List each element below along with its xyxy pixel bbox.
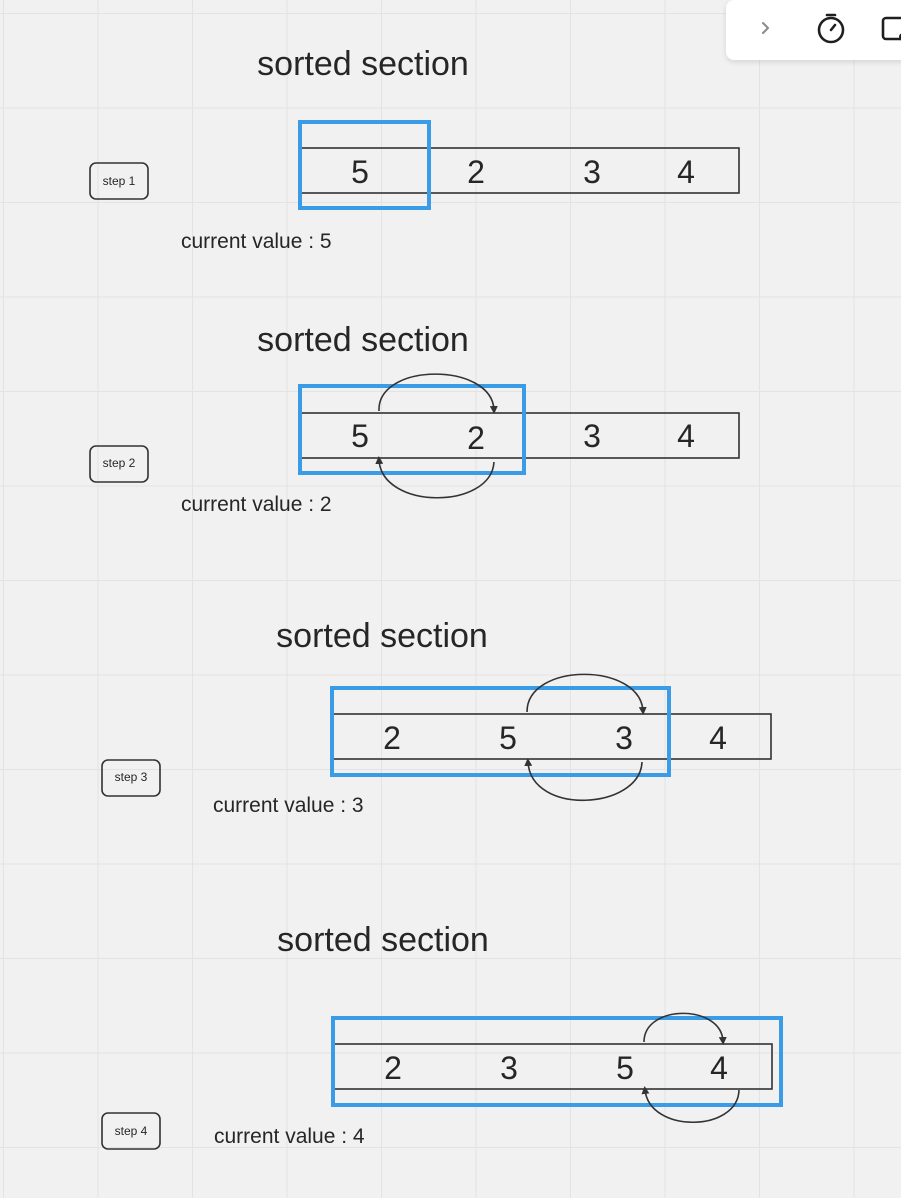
array-cell-value: 3 <box>583 418 601 454</box>
section-title: sorted section <box>276 617 488 655</box>
step-label: step 4 <box>115 1124 148 1138</box>
swap-arrow-back <box>524 758 643 802</box>
section-title: sorted section <box>257 321 469 359</box>
array-cell-value: 4 <box>709 720 727 756</box>
screen-share-icon[interactable] <box>876 10 901 46</box>
swap-arrow-forward <box>378 373 498 414</box>
current-value-label: current value : 3 <box>213 794 364 817</box>
array-cell-value: 3 <box>500 1050 518 1086</box>
step-label: step 3 <box>115 770 148 784</box>
step-2-group: sorted section step 2 5 2 3 4 current va… <box>89 321 740 516</box>
step-4-group: sorted section step 4 2 3 5 4 current va… <box>101 921 783 1150</box>
step-badge[interactable] <box>89 162 149 200</box>
sorted-section-highlight <box>298 384 526 475</box>
array-cell-value: 5 <box>499 720 517 756</box>
floating-toolbar <box>726 0 901 60</box>
step-badge[interactable] <box>101 759 161 797</box>
swap-arrow-forward <box>643 1012 727 1045</box>
array-cell-value: 2 <box>467 154 485 190</box>
swap-arrow-back <box>375 456 495 499</box>
swap-arrow-back <box>641 1086 740 1124</box>
array-cell-value: 2 <box>467 420 485 456</box>
array-cell-value: 4 <box>677 154 695 190</box>
array-cell-value: 2 <box>384 1050 402 1086</box>
array-cell-value: 5 <box>616 1050 634 1086</box>
array-cell-value: 4 <box>710 1050 728 1086</box>
array-cell-value: 4 <box>677 418 695 454</box>
array-cell-value: 3 <box>583 154 601 190</box>
step-label: step 2 <box>103 456 136 470</box>
array-cell-value: 5 <box>351 418 369 454</box>
current-value-label: current value : 2 <box>181 493 332 516</box>
section-title: sorted section <box>257 45 469 83</box>
step-label: step 1 <box>103 174 136 188</box>
step-1-group: sorted section step 1 5 2 3 4 current va… <box>89 45 740 253</box>
array-cell-value: 5 <box>351 154 369 190</box>
current-value-label: current value : 5 <box>181 230 332 253</box>
sorted-section-highlight <box>330 686 671 777</box>
step-badge[interactable] <box>101 1112 161 1150</box>
step-3-group: sorted section step 3 2 5 3 4 current va… <box>101 617 772 817</box>
current-value-label: current value : 4 <box>214 1125 365 1148</box>
array-cell-value: 2 <box>383 720 401 756</box>
swap-arrow-forward <box>526 673 647 715</box>
step-badge[interactable] <box>89 445 149 483</box>
chevron-right-icon[interactable] <box>747 10 783 46</box>
timer-icon[interactable] <box>813 10 849 46</box>
sorted-section-highlight <box>331 1016 783 1107</box>
array-cell-value: 3 <box>615 720 633 756</box>
section-title: sorted section <box>277 921 489 959</box>
sorted-section-highlight <box>298 120 431 210</box>
